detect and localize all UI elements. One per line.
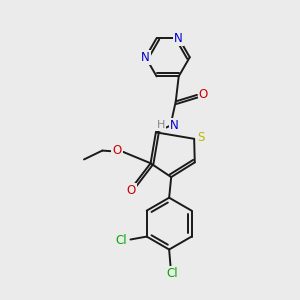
Text: Cl: Cl	[166, 267, 178, 280]
Text: O: O	[112, 144, 122, 158]
Text: N: N	[141, 51, 150, 64]
Text: N: N	[169, 119, 178, 132]
Text: N: N	[174, 32, 183, 45]
Text: H: H	[157, 120, 165, 130]
Text: O: O	[199, 88, 208, 101]
Text: O: O	[127, 184, 136, 197]
Text: S: S	[197, 131, 204, 144]
Text: Cl: Cl	[116, 235, 127, 248]
